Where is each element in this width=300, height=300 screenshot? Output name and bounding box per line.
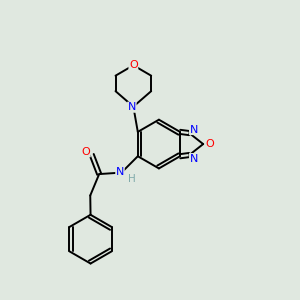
Text: O: O bbox=[81, 147, 90, 157]
Text: N: N bbox=[190, 154, 198, 164]
Text: N: N bbox=[116, 167, 124, 177]
Text: N: N bbox=[128, 102, 136, 112]
Text: H: H bbox=[128, 174, 136, 184]
Text: O: O bbox=[129, 60, 138, 70]
Text: O: O bbox=[205, 139, 214, 149]
Text: N: N bbox=[190, 124, 198, 134]
